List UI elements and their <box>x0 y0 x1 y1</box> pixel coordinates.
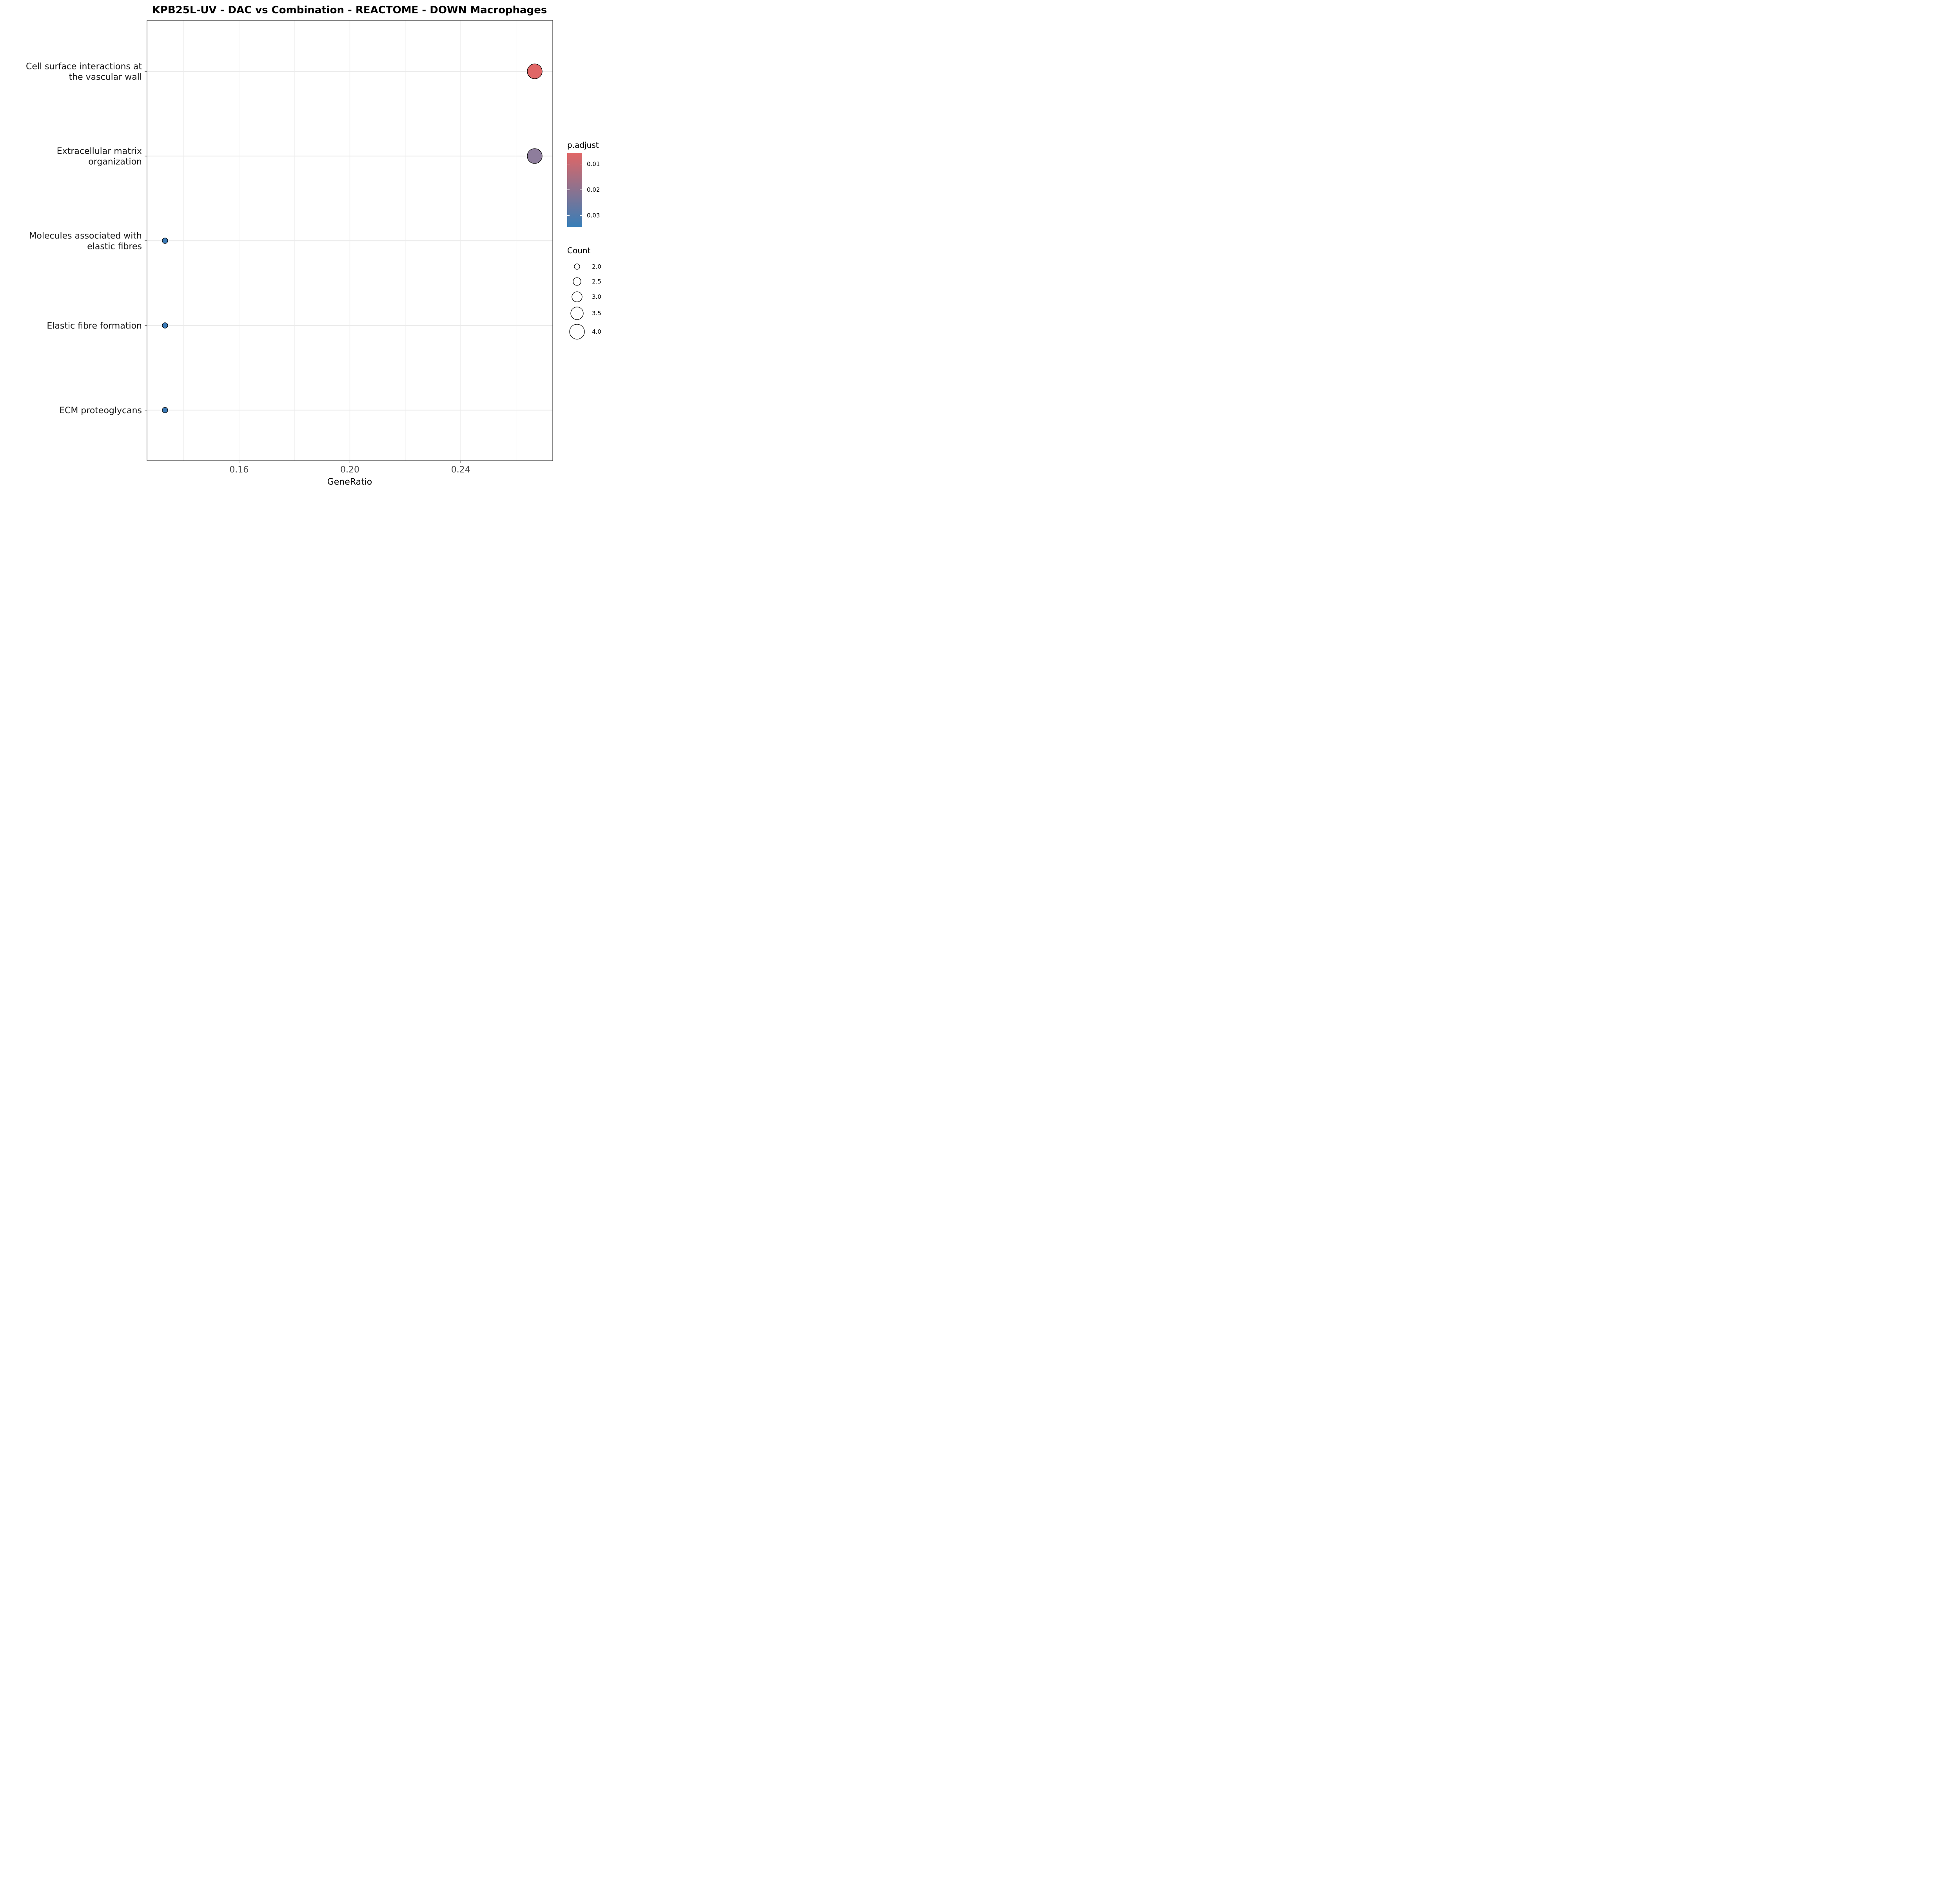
dotplot-chart: KPB25L-UV - DAC vs Combination - REACTOM… <box>26 4 601 486</box>
data-point <box>162 322 168 329</box>
size-legend-circle <box>572 291 583 302</box>
y-tick-label: Extracellular matrix organization <box>57 147 142 167</box>
size-legend-title: Count <box>567 246 591 255</box>
x-tick-label: 0.24 <box>451 465 470 475</box>
color-legend: p.adjust 0.01 0.02 0.03 <box>567 140 600 227</box>
size-legend-label: 2.5 <box>592 278 601 285</box>
color-legend-tick-label: 0.03 <box>587 212 600 219</box>
x-axis: 0.16 0.20 0.24 <box>229 461 470 475</box>
y-tick-label: ECM proteoglycans <box>59 406 142 416</box>
data-point <box>527 64 543 79</box>
x-tick-label: 0.20 <box>340 465 359 475</box>
size-legend-circle <box>570 307 584 320</box>
size-legend-circle <box>573 277 581 286</box>
major-gridlines <box>147 20 553 461</box>
data-point <box>162 238 168 244</box>
y-tick-label: Elastic fibre formation <box>47 321 142 331</box>
x-tick-label: 0.16 <box>229 465 249 475</box>
x-axis-label: GeneRatio <box>327 477 372 486</box>
data-point <box>527 148 543 164</box>
size-legend-circle <box>569 324 585 340</box>
size-legend-circle <box>574 263 580 270</box>
color-legend-bar <box>567 153 582 227</box>
y-axis: Cell surface interactions at the vascular… <box>26 62 147 416</box>
color-legend-tick-label: 0.02 <box>587 186 600 193</box>
y-tick-label: Cell surface interactions at the vascular… <box>26 62 142 82</box>
size-legend: Count 2.0 2.5 3.0 3.5 4.0 <box>567 246 601 340</box>
size-legend-label: 2.0 <box>592 263 601 270</box>
size-legend-label: 3.5 <box>592 310 601 317</box>
data-point <box>162 407 168 413</box>
color-legend-title: p.adjust <box>567 140 599 150</box>
chart-title: KPB25L-UV - DAC vs Combination - REACTOM… <box>152 4 547 16</box>
size-legend-label: 4.0 <box>592 328 601 335</box>
color-legend-tick-label: 0.01 <box>587 161 600 168</box>
size-legend-label: 3.0 <box>592 293 601 300</box>
data-points <box>162 64 543 413</box>
y-tick-label: Molecules associated with elastic fibres <box>29 231 142 252</box>
